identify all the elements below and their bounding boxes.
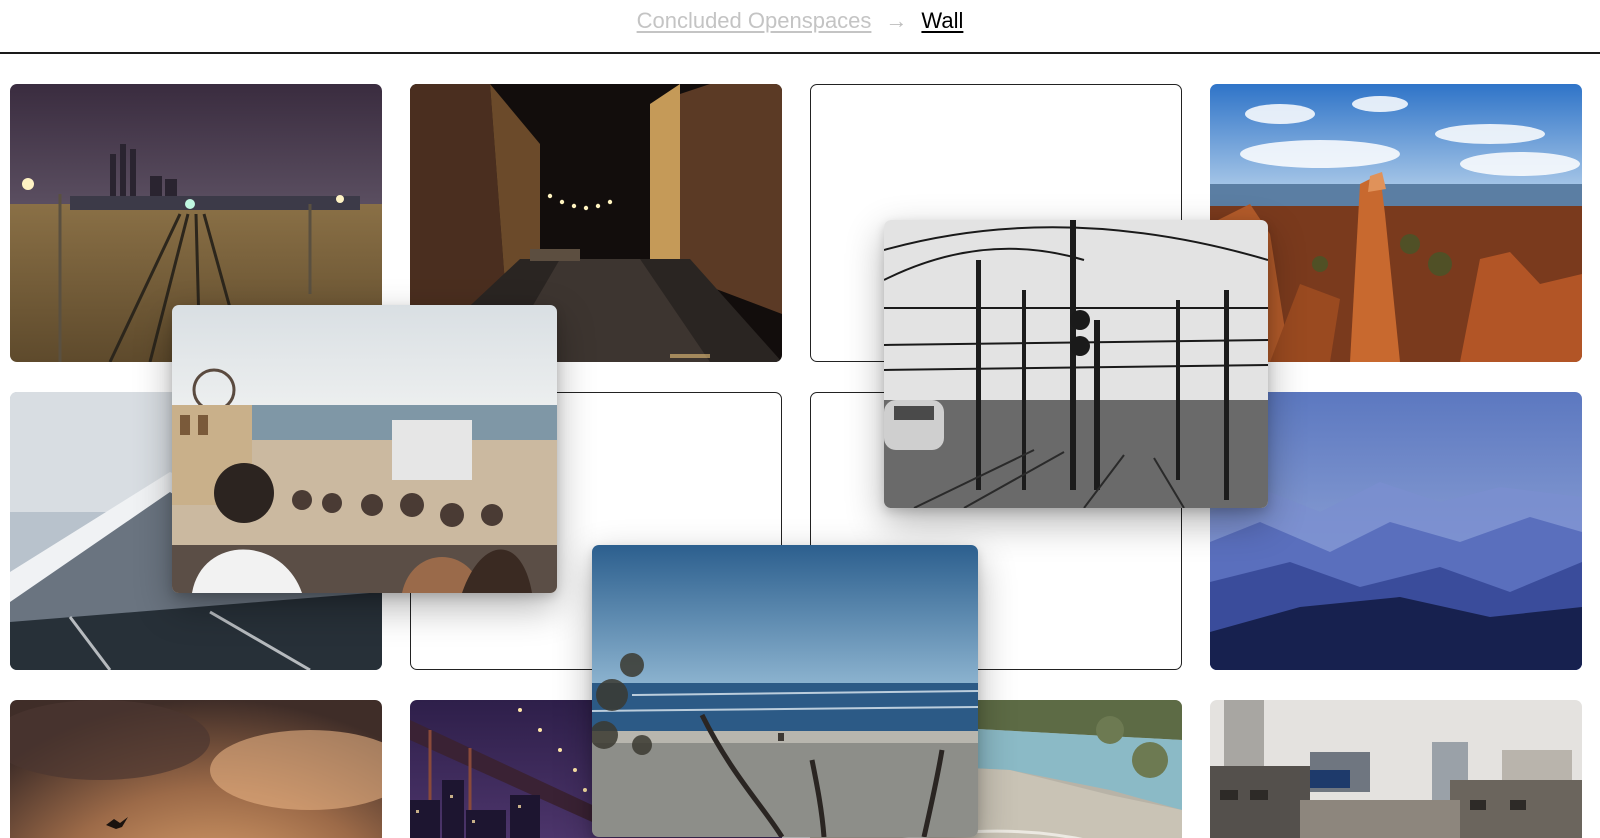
breadcrumb: Concluded Openspaces → Wall [0, 0, 1600, 42]
dragged-photo-beach-ocean[interactable] [592, 545, 978, 837]
breadcrumb-link-concluded-openspaces[interactable]: Concluded Openspaces [636, 8, 872, 33]
photo-tile-sunset-clouds-bird[interactable] [10, 700, 382, 838]
top-bar: Concluded Openspaces → Wall [0, 0, 1600, 54]
dragged-photo-railway-overhead-wires[interactable] [884, 220, 1268, 508]
breadcrumb-current-wall[interactable]: Wall [921, 8, 964, 33]
photo-tile-blue-misty-mountains[interactable] [1210, 392, 1582, 670]
photo-tile-city-street-skyline[interactable] [1210, 700, 1582, 838]
photo-tile-night-alley[interactable] [410, 84, 782, 362]
arrow-right-icon: → [885, 8, 908, 33]
dragged-photo-boardwalk-crowd[interactable] [172, 305, 557, 593]
photo-tile-night-rail-yard[interactable] [10, 84, 382, 362]
